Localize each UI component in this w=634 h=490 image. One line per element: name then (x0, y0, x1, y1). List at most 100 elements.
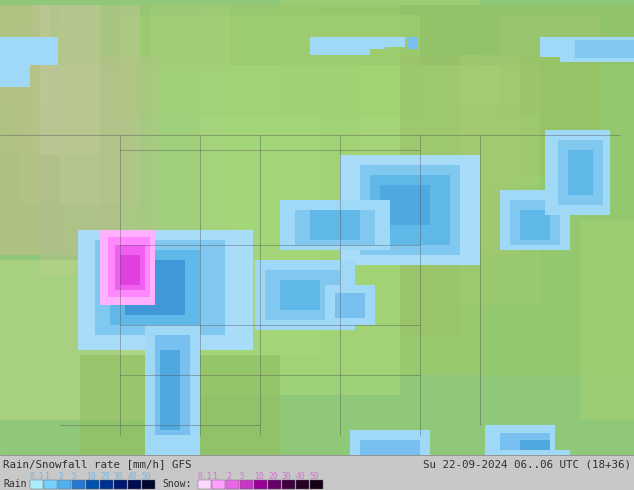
FancyBboxPatch shape (558, 140, 603, 205)
FancyBboxPatch shape (125, 260, 185, 315)
Text: 20: 20 (100, 471, 110, 481)
FancyBboxPatch shape (500, 433, 550, 473)
FancyBboxPatch shape (200, 5, 400, 395)
FancyBboxPatch shape (0, 5, 50, 105)
FancyBboxPatch shape (520, 210, 550, 240)
Text: 2: 2 (58, 471, 63, 481)
FancyBboxPatch shape (40, 55, 140, 275)
FancyBboxPatch shape (95, 240, 225, 335)
FancyBboxPatch shape (30, 480, 43, 489)
FancyBboxPatch shape (520, 55, 600, 175)
FancyBboxPatch shape (325, 285, 375, 325)
FancyBboxPatch shape (505, 458, 560, 478)
FancyBboxPatch shape (108, 237, 150, 297)
FancyBboxPatch shape (310, 210, 360, 240)
FancyBboxPatch shape (350, 430, 430, 485)
FancyBboxPatch shape (268, 480, 281, 489)
FancyBboxPatch shape (280, 200, 390, 250)
FancyBboxPatch shape (400, 5, 634, 375)
FancyBboxPatch shape (545, 130, 610, 215)
FancyBboxPatch shape (114, 480, 127, 489)
FancyBboxPatch shape (226, 480, 239, 489)
Text: 30: 30 (114, 471, 124, 481)
FancyBboxPatch shape (58, 480, 71, 489)
FancyBboxPatch shape (120, 15, 420, 115)
FancyBboxPatch shape (568, 150, 593, 195)
FancyBboxPatch shape (86, 480, 99, 489)
FancyBboxPatch shape (360, 440, 420, 480)
Text: 0.1: 0.1 (30, 471, 44, 481)
FancyBboxPatch shape (198, 480, 211, 489)
FancyBboxPatch shape (0, 5, 40, 255)
FancyBboxPatch shape (0, 5, 80, 155)
FancyBboxPatch shape (0, 5, 60, 255)
FancyBboxPatch shape (100, 480, 113, 489)
FancyBboxPatch shape (370, 175, 450, 245)
FancyBboxPatch shape (0, 37, 58, 65)
FancyBboxPatch shape (408, 37, 418, 49)
FancyBboxPatch shape (128, 480, 141, 489)
Text: 5: 5 (240, 471, 245, 481)
FancyBboxPatch shape (295, 210, 375, 245)
FancyBboxPatch shape (510, 200, 560, 245)
Text: 5: 5 (72, 471, 77, 481)
FancyBboxPatch shape (310, 480, 323, 489)
FancyBboxPatch shape (355, 37, 385, 49)
Text: Su 22-09-2024 06..06 UTC (18+36): Su 22-09-2024 06..06 UTC (18+36) (423, 459, 631, 469)
Text: 10: 10 (254, 471, 264, 481)
Text: Snow:: Snow: (162, 479, 191, 489)
FancyBboxPatch shape (240, 480, 253, 489)
Text: 50: 50 (310, 471, 320, 481)
FancyBboxPatch shape (400, 55, 460, 335)
FancyBboxPatch shape (560, 37, 634, 62)
Text: 40: 40 (296, 471, 306, 481)
Text: 50: 50 (142, 471, 152, 481)
FancyBboxPatch shape (155, 335, 190, 435)
FancyBboxPatch shape (310, 37, 370, 55)
FancyBboxPatch shape (80, 355, 280, 455)
FancyBboxPatch shape (360, 165, 460, 255)
FancyBboxPatch shape (0, 0, 634, 455)
FancyBboxPatch shape (0, 5, 634, 65)
Text: 0.1: 0.1 (198, 471, 212, 481)
FancyBboxPatch shape (72, 480, 85, 489)
FancyBboxPatch shape (460, 105, 540, 305)
FancyBboxPatch shape (580, 220, 634, 420)
FancyBboxPatch shape (490, 450, 570, 480)
FancyBboxPatch shape (145, 325, 200, 455)
FancyBboxPatch shape (280, 280, 320, 310)
FancyBboxPatch shape (142, 480, 155, 489)
FancyBboxPatch shape (385, 37, 405, 47)
FancyBboxPatch shape (360, 65, 540, 185)
FancyBboxPatch shape (520, 440, 550, 465)
FancyBboxPatch shape (335, 293, 365, 318)
FancyBboxPatch shape (110, 250, 200, 325)
Text: Rain/Snowfall rate [mm/h] GFS: Rain/Snowfall rate [mm/h] GFS (3, 459, 191, 469)
FancyBboxPatch shape (255, 260, 355, 330)
FancyBboxPatch shape (0, 455, 634, 490)
FancyBboxPatch shape (460, 55, 520, 255)
Text: 1: 1 (44, 471, 49, 481)
FancyBboxPatch shape (500, 190, 570, 250)
FancyBboxPatch shape (0, 260, 160, 420)
FancyBboxPatch shape (380, 185, 430, 225)
FancyBboxPatch shape (575, 40, 634, 58)
FancyBboxPatch shape (485, 425, 555, 480)
FancyBboxPatch shape (282, 480, 295, 489)
FancyBboxPatch shape (20, 25, 100, 205)
FancyBboxPatch shape (212, 480, 225, 489)
FancyBboxPatch shape (100, 230, 155, 305)
FancyBboxPatch shape (44, 480, 57, 489)
FancyBboxPatch shape (500, 15, 600, 115)
Text: 2: 2 (226, 471, 231, 481)
FancyBboxPatch shape (100, 55, 160, 255)
FancyBboxPatch shape (150, 5, 230, 305)
FancyBboxPatch shape (280, 0, 480, 375)
FancyBboxPatch shape (0, 55, 130, 255)
FancyBboxPatch shape (160, 350, 180, 430)
FancyBboxPatch shape (120, 5, 320, 355)
FancyBboxPatch shape (540, 37, 580, 57)
FancyBboxPatch shape (340, 155, 480, 265)
FancyBboxPatch shape (265, 270, 340, 320)
FancyBboxPatch shape (30, 5, 100, 155)
